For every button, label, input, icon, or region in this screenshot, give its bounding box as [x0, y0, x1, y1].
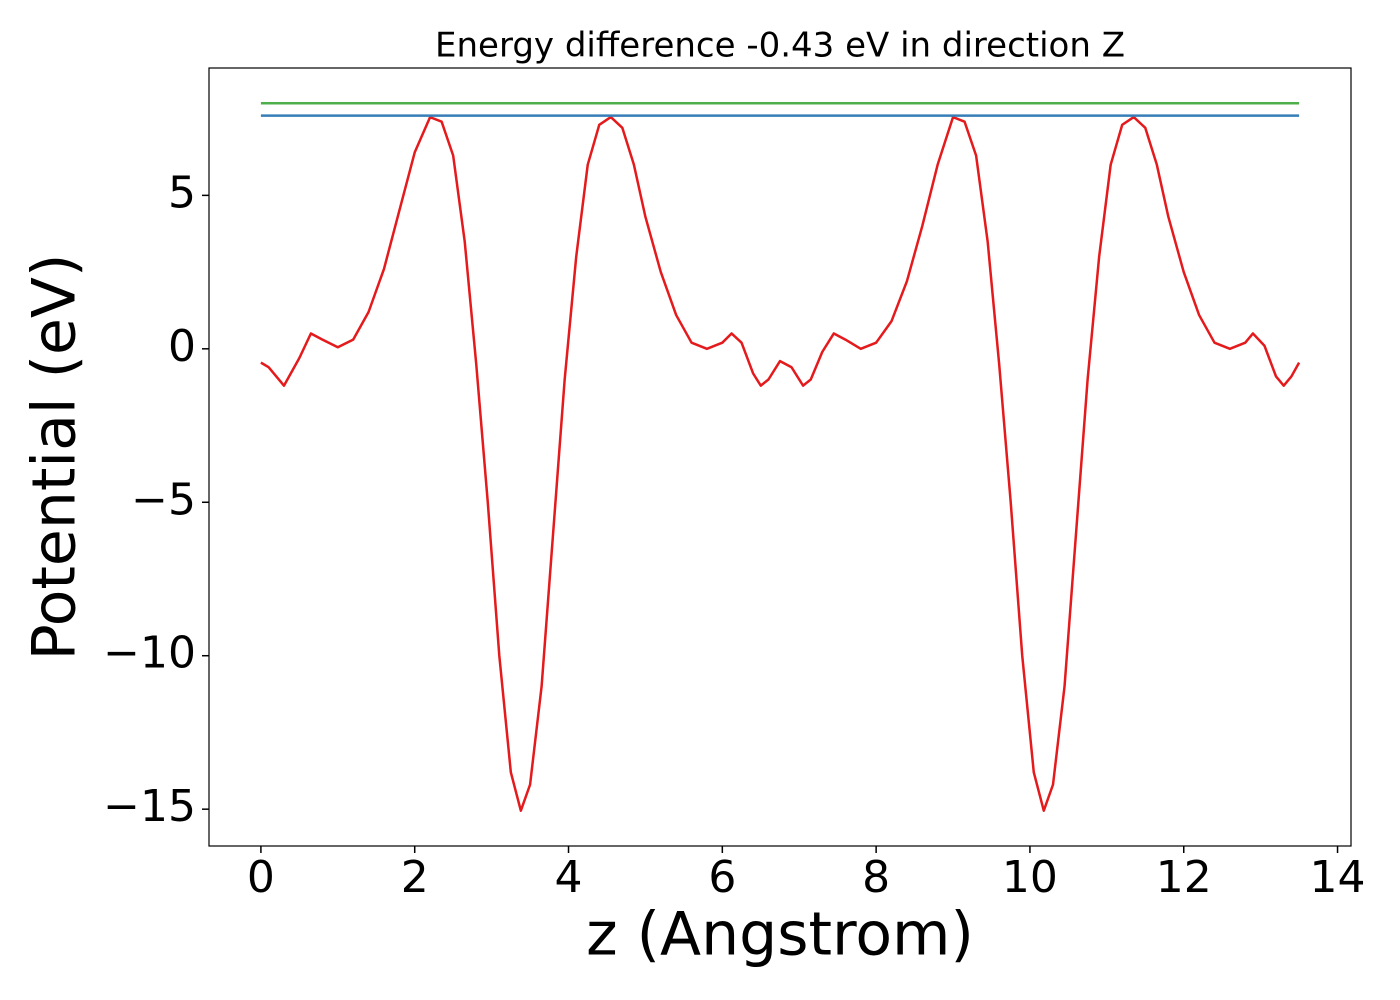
plot-frame	[208, 67, 1352, 847]
y-tick-label: −5	[131, 474, 196, 525]
y-axis-label: Potential (eV)	[20, 254, 90, 661]
x-tick-label: 2	[401, 852, 429, 903]
x-tick-label: 6	[708, 852, 736, 903]
y-tick-label: 0	[168, 321, 196, 372]
x-tick-label: 10	[1002, 852, 1058, 903]
y-tick-label: −10	[103, 628, 196, 679]
x-tick-label: 12	[1156, 852, 1212, 903]
x-tick-label: 4	[555, 852, 583, 903]
chart-title: Energy difference -0.43 eV in direction …	[435, 26, 1125, 66]
x-tick-label: 0	[247, 852, 275, 903]
y-tick-label: −15	[103, 781, 196, 832]
x-axis-label: z (Angstrom)	[586, 900, 974, 970]
y-tick-label: 5	[168, 167, 196, 218]
x-tick-label: 14	[1310, 852, 1366, 903]
x-tick-label: 8	[862, 852, 890, 903]
data-line	[260, 115, 1301, 812]
